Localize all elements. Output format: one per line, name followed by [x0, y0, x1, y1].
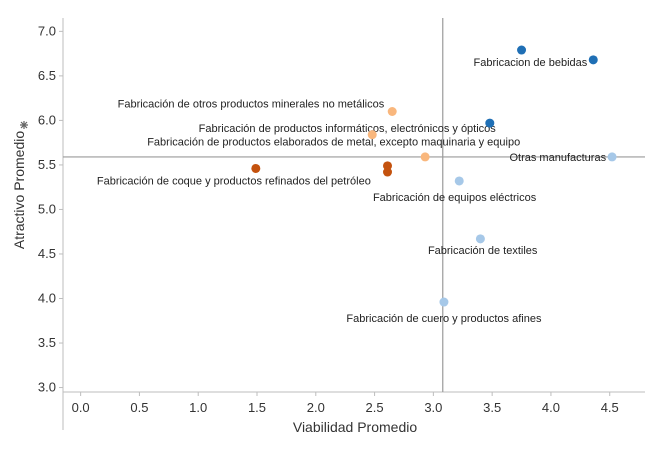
y-tick-label: 4.5: [38, 246, 56, 261]
x-tick-label: 1.5: [248, 400, 266, 415]
data-point: [588, 55, 598, 65]
y-tick-label: 3.0: [38, 380, 56, 395]
x-tick-label: 1.0: [189, 400, 207, 415]
point-label: Fabricación de productos elaborados de m…: [147, 137, 520, 149]
point-label: Fabricación de equipos eléctricos: [373, 192, 537, 204]
x-tick-label: 3.5: [483, 400, 501, 415]
reference-lines: [63, 18, 645, 392]
x-tick-label: 2.5: [366, 400, 384, 415]
data-point: [367, 130, 377, 140]
data-point: [251, 163, 261, 173]
y-tick-label: 3.5: [38, 335, 56, 350]
data-point: [475, 234, 485, 244]
y-tick-label: 6.5: [38, 68, 56, 83]
x-tick-label: 0.5: [130, 400, 148, 415]
point-label: Fabricación de cuero y productos afines: [346, 313, 542, 325]
data-points: [251, 45, 617, 307]
data-point: [607, 152, 617, 162]
data-point: [454, 176, 464, 186]
point-label: Fabricación de coque y productos refinad…: [97, 175, 371, 187]
point-labels: Fabricacion de bebidas Fabricación de otr…: [97, 57, 607, 325]
sort-asterisk-icon[interactable]: [20, 121, 28, 129]
point-label: Otras manufacturas: [509, 152, 606, 164]
y-tick-label: 6.0: [38, 112, 56, 127]
x-tick-label: 0.0: [72, 400, 90, 415]
x-tick-label: 2.0: [307, 400, 325, 415]
data-point: [485, 118, 495, 128]
x-axis-title: Viabilidad Promedio: [293, 419, 417, 435]
sort-asterisk-icon-glyph: [20, 121, 28, 129]
x-tick-label: 4.0: [542, 400, 560, 415]
point-label: Fabricación de otros productos minerales…: [118, 99, 385, 111]
point-label: Fabricacion de bebidas: [474, 57, 588, 69]
data-point: [420, 152, 430, 162]
data-point: [387, 107, 397, 116]
data-point: [383, 161, 393, 171]
y-tick-label: 4.0: [38, 291, 56, 306]
data-point: [517, 45, 527, 55]
y-tick-label: 5.0: [38, 201, 56, 216]
x-tick-label: 3.0: [424, 400, 442, 415]
x-tick-label: 4.5: [601, 400, 619, 415]
data-point: [439, 297, 449, 307]
data-point: [383, 167, 393, 177]
axes: 3.0 3.5 4.0 4.5 5.0 5.5 6.0 6.5 7.0 0.0 0.5 1.0 1.5 2…: [38, 18, 645, 430]
y-tick-label: 7.0: [38, 23, 56, 38]
y-tick-label: 5.5: [38, 157, 56, 172]
point-label: Fabricación de productos informáticos, e…: [199, 123, 497, 135]
y-axis-title: Atractivo Promedio: [11, 131, 27, 249]
point-label: Fabricación de textiles: [428, 245, 538, 257]
